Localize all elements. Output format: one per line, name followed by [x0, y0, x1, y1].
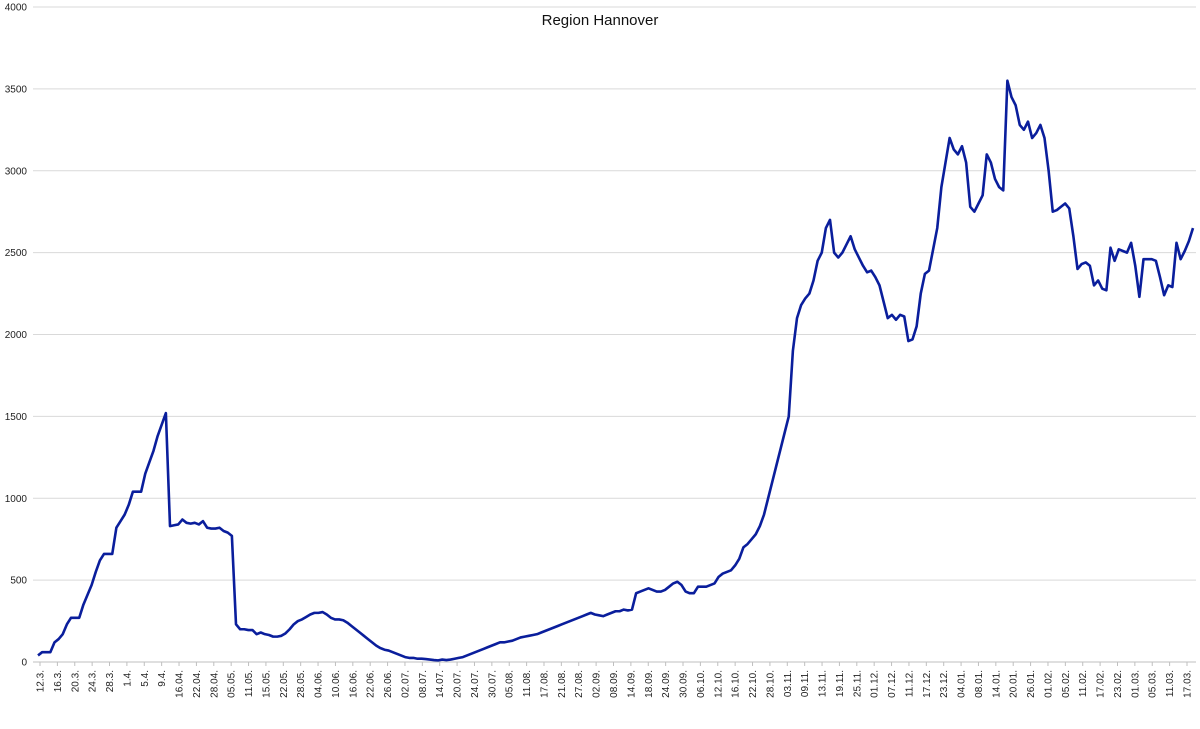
x-tick-label: 30.07.: [487, 670, 498, 698]
y-tick-label: 2000: [5, 330, 28, 341]
x-tick-label: 26.06.: [383, 670, 394, 698]
x-tick-label: 04.01.: [957, 670, 968, 698]
x-tick-label: 11.12.: [904, 670, 915, 697]
x-tick-label: 02.07.: [400, 670, 411, 698]
x-tick-label: 5.4.: [140, 670, 151, 687]
x-tick-label: 22.05.: [279, 670, 290, 698]
x-tick-label: 01.12.: [870, 670, 881, 698]
x-tick-label: 19.11.: [835, 670, 846, 697]
x-tick-label: 28.04.: [209, 670, 220, 698]
x-axis: 12.3. 16.3. 20.3. 24.3. 28.3. 1.4. 5.4. 9.4. 16.…: [36, 662, 1194, 698]
x-tick-label: 14.07.: [435, 670, 446, 698]
x-tick-label: 09.11.: [800, 670, 811, 697]
x-tick-label: 28.10.: [765, 670, 776, 698]
x-tick-label: 1.4.: [122, 670, 133, 687]
x-tick-label: 18.09.: [644, 670, 655, 698]
y-tick-label: 1000: [5, 494, 28, 505]
x-tick-label: 22.04.: [192, 670, 203, 698]
x-tick-label: 24.07.: [470, 670, 481, 698]
x-tick-label: 25.11.: [852, 670, 863, 697]
gridlines: [33, 6, 1196, 663]
x-tick-label: 28.3.: [105, 670, 116, 692]
x-tick-label: 05.02.: [1061, 670, 1072, 698]
x-tick-label: 27.08.: [574, 670, 585, 698]
x-tick-label: 24.3.: [88, 670, 99, 692]
y-tick-label: 500: [10, 576, 27, 587]
x-tick-label: 05.05.: [227, 670, 238, 698]
x-tick-label: 03.11.: [783, 670, 794, 697]
x-tick-label: 11.05.: [244, 670, 255, 697]
x-tick-label: 22.06.: [366, 670, 377, 698]
x-tick-label: 08.07.: [418, 670, 429, 698]
y-tick-label: 1500: [5, 412, 28, 423]
x-tick-label: 9.4.: [157, 670, 168, 687]
x-tick-label: 16.3.: [53, 670, 64, 692]
x-tick-label: 07.12.: [887, 670, 898, 698]
x-tick-label: 16.10.: [731, 670, 742, 698]
x-tick-label: 23.02.: [1113, 670, 1124, 698]
x-tick-label: 12.10.: [713, 670, 724, 698]
x-tick-label: 14.01.: [991, 670, 1002, 698]
x-tick-label: 02.09.: [592, 670, 603, 698]
chart-title: Region Hannover: [542, 12, 659, 29]
x-tick-label: 11.02.: [1078, 670, 1089, 697]
x-tick-label: 28.05.: [296, 670, 307, 698]
x-tick-label: 30.09.: [679, 670, 690, 698]
x-tick-label: 11.08.: [522, 670, 533, 697]
series-line-0: [37, 79, 1195, 662]
y-tick-label: 3000: [5, 166, 28, 177]
x-tick-label: 13.11.: [818, 670, 829, 697]
x-tick-label: 12.3.: [36, 670, 47, 692]
x-tick-label: 17.12.: [922, 670, 933, 698]
x-tick-label: 04.06.: [314, 670, 325, 698]
x-tick-label: 24.09.: [661, 670, 672, 698]
x-tick-label: 20.01.: [1009, 670, 1020, 698]
x-tick-label: 20.07.: [453, 670, 464, 698]
y-tick-label: 3500: [5, 84, 28, 95]
x-tick-label: 01.03.: [1130, 670, 1141, 698]
y-tick-label: 0: [21, 658, 27, 669]
x-tick-label: 05.08.: [505, 670, 516, 698]
x-tick-label: 01.02.: [1043, 670, 1054, 698]
x-tick-label: 08.09.: [609, 670, 620, 698]
x-tick-label: 14.09.: [626, 670, 637, 698]
x-tick-label: 17.02.: [1096, 670, 1107, 698]
x-tick-label: 16.04.: [175, 670, 186, 698]
x-tick-label: 11.03.: [1165, 670, 1176, 697]
x-tick-label: 20.3.: [70, 670, 81, 692]
x-tick-label: 17.08.: [539, 670, 550, 698]
x-tick-label: 16.06.: [348, 670, 359, 698]
x-tick-label: 15.05.: [261, 670, 272, 698]
x-tick-label: 23.12.: [939, 670, 950, 698]
x-tick-label: 05.03.: [1148, 670, 1159, 698]
x-tick-label: 26.01.: [1026, 670, 1037, 698]
y-tick-label: 2500: [5, 248, 28, 259]
x-tick-label: 21.08.: [557, 670, 568, 698]
series-layer: [37, 79, 1195, 662]
x-tick-label: 06.10.: [696, 670, 707, 698]
x-tick-label: 08.01.: [974, 670, 985, 698]
x-tick-label: 17.03.: [1183, 670, 1194, 698]
y-axis: 0 500 1000 1500 2000 2500 3000 3500 4000: [5, 3, 1196, 669]
x-tick-label: 22.10.: [748, 670, 759, 698]
x-tick-label: 10.06.: [331, 670, 342, 698]
y-tick-label: 4000: [5, 3, 28, 14]
